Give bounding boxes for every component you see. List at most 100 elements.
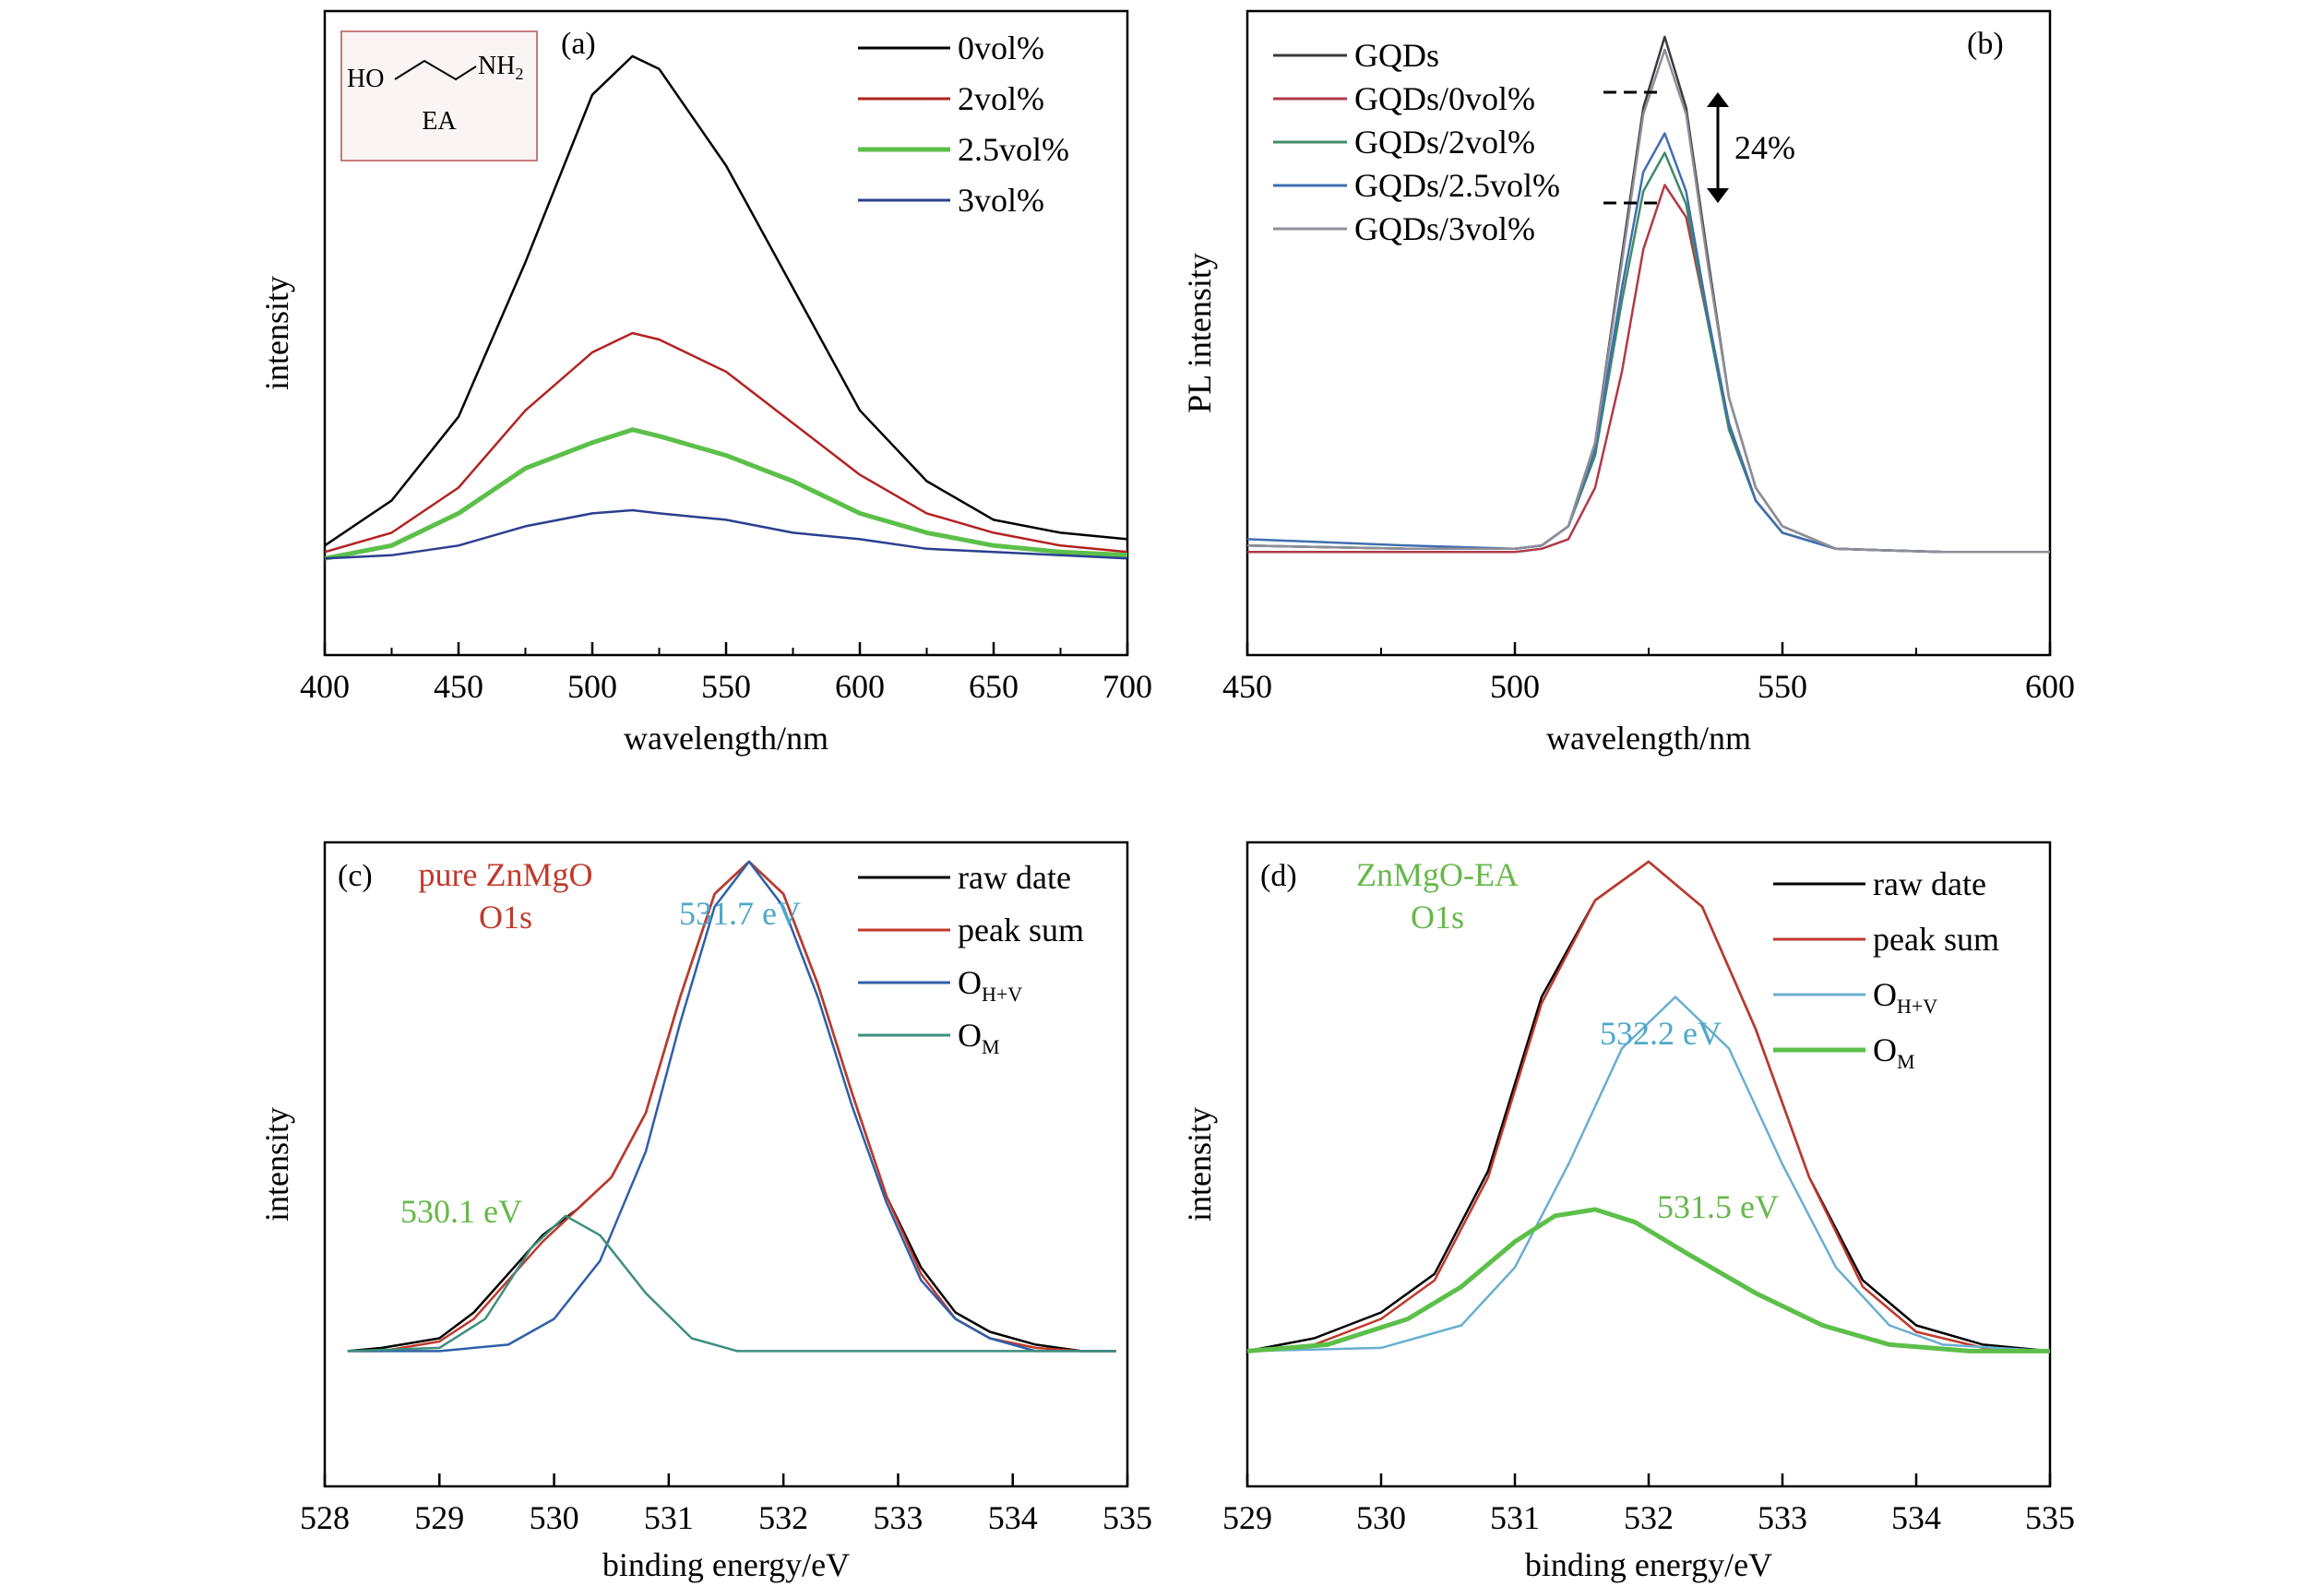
- x-tick-label: 529: [414, 1499, 464, 1536]
- series-line-3: [324, 508, 1128, 560]
- x-tick-label: 650: [969, 668, 1019, 705]
- series-line-0: [324, 54, 1128, 547]
- legend-label-3: OM: [1873, 1031, 1915, 1073]
- molecule-nh: NH2: [478, 52, 523, 83]
- molecule-ho: HO: [347, 65, 384, 93]
- x-tick-label: 531: [644, 1499, 694, 1536]
- x-tick-label: 400: [300, 668, 350, 705]
- legend-label-0: 0vol%: [958, 30, 1044, 66]
- x-tick-label: 529: [1222, 1499, 1272, 1536]
- x-tick-label: 600: [2025, 668, 2075, 705]
- peak-annotations: 531.7 eV 530.1 eV: [400, 895, 801, 1230]
- series-line-1: [324, 331, 1128, 554]
- intensity-drop-marker: 24%: [1603, 90, 1795, 205]
- x-tick-label: 500: [1490, 668, 1540, 705]
- x-tick-label: 550: [1758, 668, 1807, 705]
- legend-label-1: peak sum: [958, 912, 1084, 948]
- legend-label-3: OM: [958, 1017, 1000, 1058]
- legend-label-2: OH+V: [958, 964, 1022, 1006]
- x-tick-label: 700: [1102, 668, 1152, 705]
- legend-label-0: raw date: [958, 859, 1071, 896]
- x-tick-label: 532: [758, 1499, 808, 1536]
- panel-b: 450 500 550 600 (b) GQDs GQDs/0vol% GQDs/2vol…: [1181, 9, 2075, 757]
- y-axis-label: PL intensity: [1181, 253, 1218, 413]
- panel-label: (c): [338, 859, 373, 893]
- x-tick-label: 528: [300, 1499, 350, 1536]
- panel-c: 528 529 530 531 532 533 534 535 (c) pure ZnMgO …: [258, 841, 1152, 1583]
- series-line-3: [1246, 1207, 2050, 1353]
- y-axis-label: intensity: [1181, 1107, 1218, 1222]
- drop-annotation: 24%: [1734, 129, 1795, 166]
- legend-label-2: OH+V: [1873, 976, 1937, 1018]
- sample-subtitle: O1s: [479, 899, 532, 936]
- sample-subtitle: O1s: [1411, 899, 1464, 936]
- arrow-up: [1707, 92, 1729, 107]
- peak-annotation-0: 531.7 eV: [679, 895, 801, 932]
- x-tick-label: 550: [701, 668, 751, 705]
- series-layer: [324, 54, 1128, 561]
- legend-label-2: GQDs/2vol%: [1354, 124, 1535, 161]
- sample-title: pure ZnMgO: [419, 856, 593, 893]
- series-line-2: [347, 860, 1116, 1353]
- peak-annotation-0: 532.2 eV: [1600, 1015, 1722, 1052]
- sample-title: ZnMgO-EA: [1356, 856, 1519, 893]
- x-tick-label: 533: [1758, 1499, 1807, 1536]
- series-layer: [347, 860, 1116, 1353]
- tick-layer: 529 530 531 532 533 534 535: [1222, 1473, 2075, 1536]
- x-tick-label: 530: [530, 1499, 579, 1536]
- panel-label: (d): [1260, 859, 1297, 893]
- plot-frame: [323, 841, 1129, 1488]
- legend: 0vol% 2vol% 2.5vol% 3vol%: [858, 30, 1069, 219]
- legend-label-0: GQDs: [1354, 37, 1439, 74]
- legend-label-1: 2vol%: [958, 80, 1044, 117]
- x-tick-label: 500: [567, 668, 617, 705]
- legend-label-1: peak sum: [1873, 921, 1999, 958]
- x-tick-label: 530: [1356, 1499, 1406, 1536]
- peak-annotation-1: 530.1 eV: [400, 1193, 522, 1230]
- molecule-name: EA: [422, 107, 457, 136]
- legend: raw date peak sum OH+V OM: [858, 859, 1084, 1058]
- tick-layer: 450 500 550 600: [1222, 642, 2075, 705]
- series-line-4: [1246, 48, 2050, 554]
- x-tick-label: 535: [2025, 1499, 2075, 1536]
- tick-layer: 400 450 500 550 600 650 700: [300, 642, 1152, 705]
- legend-label-3: 3vol%: [958, 182, 1044, 219]
- series-line-2: [324, 427, 1128, 561]
- series-line-1: [1246, 860, 2051, 1353]
- peak-annotation-1: 531.5 eV: [1657, 1188, 1779, 1225]
- x-axis-label: binding energy/eV: [602, 1546, 850, 1583]
- series-line-2: [1246, 996, 2051, 1353]
- panel-label: (b): [1967, 27, 2004, 61]
- x-tick-label: 450: [434, 668, 483, 705]
- x-tick-label: 535: [1102, 1499, 1152, 1536]
- molecule-inset: HO NH2 EA: [340, 30, 538, 161]
- y-axis-label: intensity: [258, 1107, 295, 1222]
- legend: GQDs GQDs/0vol% GQDs/2vol% GQDs/2.5vol% GQDs…: [1273, 37, 1560, 247]
- molecule-bonds: [394, 59, 477, 81]
- legend-label-1: GQDs/0vol%: [1354, 80, 1535, 117]
- x-tick-label: 532: [1624, 1499, 1674, 1536]
- x-tick-label: 600: [835, 668, 885, 705]
- x-tick-label: 534: [1891, 1499, 1941, 1536]
- series-line-3: [347, 1214, 1116, 1353]
- inset-box: [340, 30, 538, 161]
- legend-label-3: GQDs/2.5vol%: [1354, 167, 1560, 204]
- panel-d: 529 530 531 532 533 534 535 (d) ZnMgO-EA O1s 5…: [1181, 841, 2075, 1583]
- x-axis-label: binding energy/eV: [1525, 1546, 1772, 1583]
- tick-layer: 528 529 530 531 532 533 534 535: [300, 1473, 1152, 1536]
- series-layer: [1246, 860, 2051, 1353]
- y-axis-label: intensity: [258, 276, 295, 390]
- x-tick-label: 531: [1490, 1499, 1540, 1536]
- x-tick-label: 534: [988, 1499, 1038, 1536]
- series-layer: [1246, 35, 2050, 554]
- peak-annotations: 532.2 eV 531.5 eV: [1600, 1015, 1779, 1225]
- panel-label: (a): [561, 27, 596, 61]
- x-axis-label: wavelength/nm: [624, 720, 828, 757]
- x-tick-label: 533: [873, 1499, 923, 1536]
- x-axis-label: wavelength/nm: [1546, 720, 1751, 757]
- arrow-down: [1707, 188, 1729, 203]
- x-tick-label: 450: [1222, 668, 1272, 705]
- legend-label-4: GQDs/3vol%: [1354, 210, 1535, 247]
- panel-a: 400 450 500 550 600 650 700 (a) HO NH2 EA 0vol…: [258, 9, 1152, 757]
